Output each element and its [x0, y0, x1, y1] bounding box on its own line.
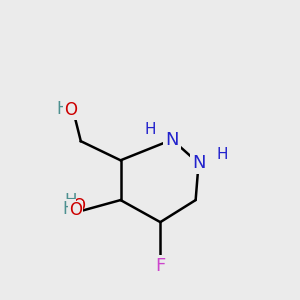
Text: H: H	[216, 147, 228, 162]
Text: H: H	[62, 200, 75, 218]
Text: F: F	[155, 257, 165, 275]
Text: O: O	[64, 101, 77, 119]
Text: O: O	[69, 201, 82, 219]
Text: H: H	[64, 192, 76, 210]
Text: H: H	[56, 100, 69, 118]
Text: N: N	[192, 154, 205, 172]
Text: O: O	[72, 197, 85, 215]
Text: N: N	[165, 131, 179, 149]
Text: H: H	[144, 122, 156, 137]
